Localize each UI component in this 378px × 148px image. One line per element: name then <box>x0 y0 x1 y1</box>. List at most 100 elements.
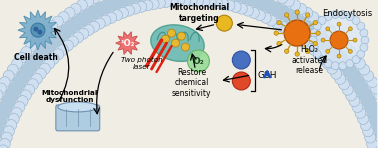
Circle shape <box>36 30 47 41</box>
Circle shape <box>367 77 378 88</box>
Circle shape <box>305 13 310 17</box>
Circle shape <box>361 36 369 44</box>
Text: Cell death: Cell death <box>14 53 58 62</box>
Circle shape <box>118 7 129 18</box>
Text: Mitochondrial
dysfunction: Mitochondrial dysfunction <box>42 90 98 103</box>
Circle shape <box>78 28 89 39</box>
Circle shape <box>342 84 353 95</box>
Circle shape <box>360 43 368 51</box>
Circle shape <box>39 63 50 74</box>
Circle shape <box>236 3 247 14</box>
Circle shape <box>0 77 10 88</box>
Circle shape <box>321 38 325 42</box>
Circle shape <box>299 36 310 47</box>
Circle shape <box>340 41 351 52</box>
Circle shape <box>161 0 172 8</box>
Circle shape <box>326 49 330 53</box>
Circle shape <box>89 0 100 4</box>
Circle shape <box>64 7 75 18</box>
Circle shape <box>148 0 159 9</box>
Circle shape <box>70 3 81 14</box>
Circle shape <box>353 38 357 42</box>
Circle shape <box>348 49 352 53</box>
Circle shape <box>295 52 299 56</box>
Circle shape <box>0 90 3 101</box>
Circle shape <box>304 40 314 51</box>
Circle shape <box>38 30 42 34</box>
Circle shape <box>24 84 35 95</box>
Circle shape <box>47 21 58 32</box>
Circle shape <box>358 113 369 124</box>
Circle shape <box>11 107 22 118</box>
Circle shape <box>73 32 84 43</box>
Circle shape <box>0 83 6 94</box>
Circle shape <box>180 0 191 6</box>
Circle shape <box>284 20 310 46</box>
Circle shape <box>332 11 339 18</box>
Circle shape <box>277 0 288 4</box>
Circle shape <box>17 96 28 107</box>
Circle shape <box>94 18 105 29</box>
Circle shape <box>12 58 23 69</box>
Circle shape <box>345 47 356 58</box>
Circle shape <box>3 70 14 81</box>
Circle shape <box>319 21 330 32</box>
Circle shape <box>232 51 250 69</box>
Circle shape <box>31 73 42 84</box>
Circle shape <box>335 73 345 84</box>
Text: Restore
chemical
sensitivity: Restore chemical sensitivity <box>172 68 211 98</box>
Circle shape <box>352 17 360 24</box>
Circle shape <box>161 35 169 43</box>
Circle shape <box>324 13 332 21</box>
Circle shape <box>370 83 378 94</box>
Circle shape <box>14 101 25 112</box>
Circle shape <box>302 7 313 18</box>
Circle shape <box>266 15 277 26</box>
Circle shape <box>365 132 376 143</box>
Text: Endocytosis: Endocytosis <box>322 9 372 18</box>
Circle shape <box>76 0 87 11</box>
Circle shape <box>142 0 153 11</box>
Circle shape <box>260 12 271 23</box>
Circle shape <box>318 56 326 64</box>
Circle shape <box>313 49 324 60</box>
Circle shape <box>360 29 368 37</box>
Circle shape <box>290 0 301 11</box>
Circle shape <box>254 10 265 21</box>
Circle shape <box>212 0 223 8</box>
Circle shape <box>48 53 59 64</box>
Circle shape <box>16 52 27 63</box>
Circle shape <box>309 36 317 44</box>
Circle shape <box>360 120 371 131</box>
Circle shape <box>178 32 186 40</box>
Circle shape <box>53 49 64 60</box>
Circle shape <box>3 126 14 137</box>
Circle shape <box>337 54 341 58</box>
Circle shape <box>83 0 94 7</box>
Circle shape <box>352 56 360 64</box>
Circle shape <box>339 62 347 70</box>
FancyBboxPatch shape <box>56 105 100 131</box>
Circle shape <box>248 7 259 18</box>
Circle shape <box>313 41 318 46</box>
Circle shape <box>167 0 178 7</box>
Circle shape <box>20 90 31 101</box>
Circle shape <box>89 21 100 32</box>
Circle shape <box>199 0 210 7</box>
Circle shape <box>272 18 283 29</box>
Circle shape <box>218 0 229 9</box>
Circle shape <box>369 145 378 148</box>
Circle shape <box>205 0 216 8</box>
Circle shape <box>330 31 348 49</box>
Circle shape <box>283 0 294 7</box>
Circle shape <box>242 5 253 16</box>
Circle shape <box>124 5 135 16</box>
Circle shape <box>359 64 370 75</box>
Circle shape <box>322 58 333 69</box>
Circle shape <box>192 0 203 7</box>
Text: ¹O₂: ¹O₂ <box>121 39 135 48</box>
Circle shape <box>34 27 38 31</box>
Circle shape <box>8 113 19 124</box>
Circle shape <box>355 107 366 118</box>
Circle shape <box>31 36 42 47</box>
